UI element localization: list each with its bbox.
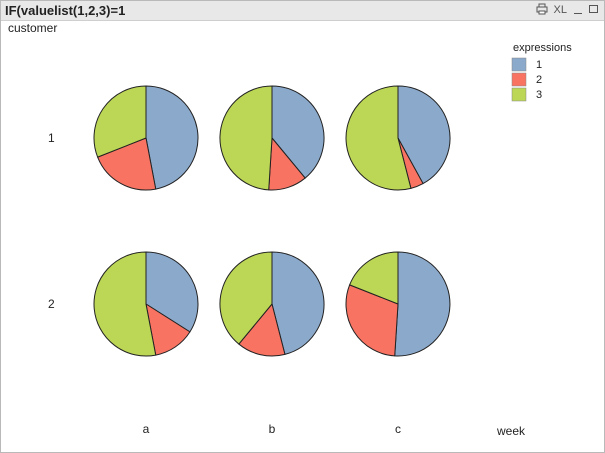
legend-swatch-3 [511, 87, 527, 102]
print-icon[interactable] [536, 3, 548, 17]
pie-slice-2-c-series-1 [394, 251, 451, 357]
pie-slice-2-b-series-2 [238, 303, 286, 357]
pie-slice-2-c-series-3 [349, 251, 399, 305]
minimize-icon[interactable] [573, 3, 583, 17]
column-label-c: c [395, 422, 401, 436]
pie-slice-2-a-series-3 [93, 251, 157, 357]
pie-slice-1-a-series-2 [97, 137, 157, 191]
pie-grid-chart: customer week expressions 1 2 3 1 2 a b c [8, 21, 572, 438]
pie-1-a [93, 85, 199, 191]
column-label-b: b [269, 422, 276, 436]
row-dimension-label: customer [8, 21, 57, 35]
row-label-1: 1 [48, 131, 55, 145]
title-bar-icons: XL [536, 3, 598, 17]
pie-2-a [93, 251, 199, 357]
pie-slice-2-b-series-3 [219, 251, 273, 345]
legend: expressions 1 2 3 [511, 42, 572, 102]
pie-2-b [219, 251, 325, 357]
pie-slice-1-a-series-3 [93, 85, 147, 158]
xl-export-button[interactable]: XL [553, 4, 567, 16]
row-label-2: 2 [48, 297, 55, 311]
pie-slice-1-c-series-3 [345, 85, 412, 191]
column-label-a: a [143, 422, 150, 436]
pie-slice-2-c-series-2 [345, 284, 399, 357]
column-dimension-label: week [496, 424, 526, 438]
maximize-icon[interactable] [589, 5, 598, 13]
pie-slice-1-b-series-1 [271, 85, 325, 179]
legend-swatch-2 [511, 72, 527, 87]
pie-slice-1-c-series-1 [397, 85, 451, 185]
title-bar: IF(valuelist(1,2,3)=1 XL [1, 1, 604, 21]
pie-2-c [345, 251, 451, 357]
pie-slice-1-b-series-3 [219, 85, 273, 191]
window-title: IF(valuelist(1,2,3)=1 [5, 3, 126, 18]
legend-swatch-1 [511, 57, 527, 72]
pie-slice-1-a-series-1 [145, 85, 199, 190]
legend-label-3: 3 [536, 89, 542, 101]
legend-label-2: 2 [536, 74, 542, 86]
pie-1-b [219, 85, 325, 191]
legend-label-1: 1 [536, 59, 542, 71]
pie-slice-2-b-series-1 [271, 251, 325, 355]
legend-title: expressions [513, 42, 572, 54]
pie-1-c [345, 85, 451, 191]
